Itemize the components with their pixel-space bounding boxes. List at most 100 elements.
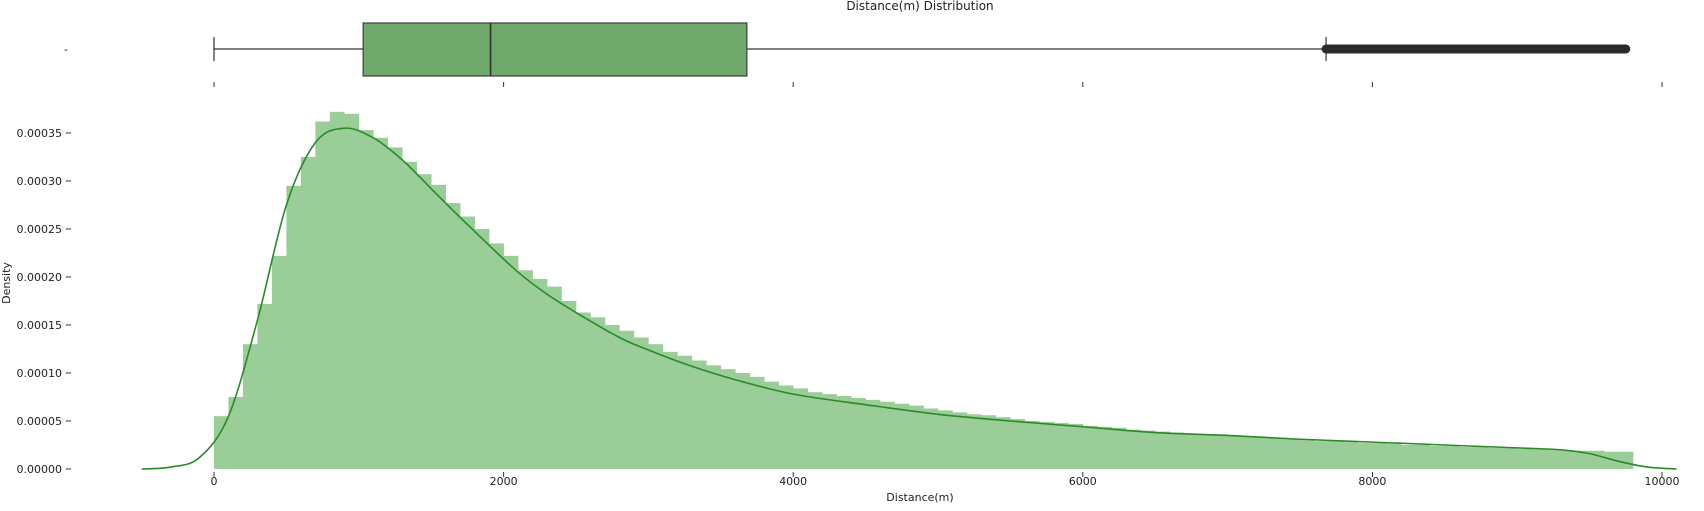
histogram-bar: [894, 403, 910, 469]
histogram-bar: [1517, 448, 1532, 469]
histogram-bar: [909, 405, 924, 469]
histogram-bar: [735, 373, 751, 469]
histogram-bar: [1502, 447, 1518, 469]
histogram-bar: [1169, 432, 1185, 469]
histogram-bar: [1082, 425, 1098, 469]
histogram-bar: [1111, 427, 1127, 469]
histogram-panel: 0 2000 4000 6000 8000 10000 0.000000.000050.0…: [0, 111, 1680, 504]
boxplot-x-ticks: [213, 82, 1663, 87]
histogram-bar: [1473, 446, 1489, 469]
histogram-bar: [604, 325, 620, 469]
histogram-bar: [344, 113, 360, 470]
histogram-bar: [373, 137, 389, 470]
histogram-bar: [1444, 445, 1460, 469]
x-tick-label: 4000: [779, 475, 807, 488]
histogram-bar: [822, 394, 837, 469]
histogram-bar: [1068, 423, 1084, 469]
chart-title: Distance(m) Distribution: [846, 0, 993, 13]
histogram-bar: [1357, 443, 1373, 469]
histogram-bar: [1097, 426, 1113, 469]
histogram-bar: [691, 360, 707, 469]
histogram-bar: [1386, 444, 1402, 469]
histogram-bar: [1589, 450, 1605, 469]
histogram-bar: [1604, 451, 1619, 469]
histogram-bar: [1053, 422, 1069, 469]
histogram-bar: [966, 414, 982, 469]
histogram-bar: [952, 412, 968, 469]
histogram-bar: [981, 415, 997, 469]
y-tick-label: 0.00025: [17, 223, 63, 236]
histogram-bar: [532, 278, 548, 469]
histogram-bar: [1575, 450, 1590, 469]
histogram-bar: [489, 243, 504, 469]
histogram-bar: [1459, 446, 1475, 469]
histogram-bar: [1618, 451, 1634, 469]
y-axis-label: Density: [0, 262, 13, 304]
histogram-bar: [1271, 438, 1286, 469]
y-tick-label: 0.00000: [17, 463, 63, 476]
y-tick-label: 0.00035: [17, 127, 63, 140]
histogram-bar: [720, 369, 736, 469]
histogram-bar: [214, 416, 229, 469]
histogram-bar: [257, 303, 273, 469]
x-tick-label: 10000: [1645, 475, 1680, 488]
boxplot-y-tick-label: -: [64, 43, 68, 56]
histogram-bar: [1198, 434, 1214, 469]
histogram-bar: [1415, 445, 1431, 469]
histogram-bar: [460, 216, 475, 469]
y-tick-label: 0.00005: [17, 415, 63, 428]
histogram-bar: [793, 388, 808, 469]
histogram-bar: [329, 111, 345, 469]
histogram-bar: [1488, 447, 1504, 469]
histogram-bar: [590, 317, 606, 469]
histogram-bar: [315, 121, 331, 469]
y-tick-label: 0.00015: [17, 319, 63, 332]
x-tick-label: 0: [211, 475, 218, 488]
x-tick-label: 2000: [490, 475, 518, 488]
histogram-bar: [518, 270, 533, 469]
histogram-bar: [662, 351, 678, 469]
boxplot-panel: Distance(m) Distribution -: [64, 0, 1663, 87]
histogram-bar: [228, 397, 244, 469]
histogram-bar: [1328, 441, 1344, 469]
histogram-bar: [1546, 449, 1561, 469]
histogram-bar: [764, 381, 780, 469]
histogram-bar: [1256, 437, 1272, 469]
histogram-bar: [1314, 441, 1330, 469]
histogram-bar: [402, 161, 418, 470]
histogram-bar: [1285, 439, 1301, 469]
histogram-bar: [1126, 429, 1142, 469]
histogram-bar: [503, 255, 519, 469]
histogram-bar: [1039, 421, 1055, 469]
histogram-bar: [271, 255, 287, 469]
histogram-bar: [1010, 419, 1026, 469]
histogram-x-ticks: 0 2000 4000 6000 8000 10000: [211, 472, 1680, 488]
histogram-bars: [214, 111, 1634, 470]
histogram-bar: [1430, 445, 1446, 469]
x-axis-label: Distance(m): [886, 491, 953, 504]
histogram-bar: [619, 330, 635, 469]
histogram-bar: [677, 355, 693, 469]
histogram-bar: [851, 397, 866, 469]
histogram-bar: [1372, 443, 1388, 469]
histogram-bar: [576, 312, 591, 469]
histogram-bar: [807, 392, 823, 469]
histogram-bar: [1531, 448, 1547, 469]
histogram-bar: [1024, 421, 1040, 469]
histogram-bar: [1227, 435, 1243, 469]
histogram-bar: [1184, 433, 1199, 469]
histogram-bar: [561, 301, 577, 469]
histogram-bar: [445, 203, 461, 469]
histogram-bar: [995, 417, 1011, 469]
histogram-bar: [474, 229, 490, 469]
histogram-bar: [706, 365, 722, 469]
x-tick-label: 6000: [1069, 475, 1097, 488]
histogram-bar: [387, 147, 403, 469]
histogram-bar: [1300, 440, 1315, 469]
histogram-bar: [836, 396, 852, 469]
histogram-bar: [648, 344, 664, 469]
y-tick-label: 0.00030: [17, 175, 63, 188]
histogram-bar: [431, 184, 446, 469]
histogram-bar: [300, 157, 316, 469]
